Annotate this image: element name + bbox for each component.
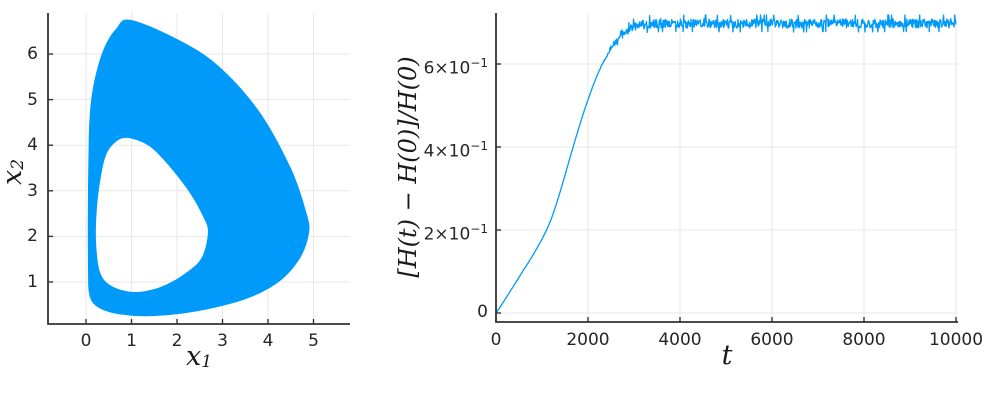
left-y-tick-label: 2 [27, 226, 38, 247]
left-y-tick-label: 1 [27, 272, 38, 292]
right-x-tick-label: 4000 [658, 330, 702, 350]
left-ylabel-base: x [0, 170, 28, 185]
left-x-tick-label: 3 [217, 331, 228, 351]
left-plot-ylabel: x2 [0, 112, 28, 232]
left-x-tick-label: 5 [308, 331, 319, 351]
left-xlabel-base: x [185, 340, 202, 372]
left-y-tick-label: 4 [27, 135, 38, 156]
left-y-tick-label: 5 [27, 89, 38, 110]
right-plot-xlabel: t [721, 339, 733, 371]
left-x-tick-label: 2 [171, 331, 183, 351]
left-x-tick-label: 4 [262, 331, 274, 351]
right-x-tick-label: 8000 [842, 330, 886, 350]
right-y-tick-label: 2×10−1 [423, 222, 488, 245]
right-plot-ylabel: [H(t) − H(0)]/H(0) [394, 56, 422, 278]
right-y-tick-label: 4×10−1 [423, 139, 488, 162]
left-y-tick-label: 3 [27, 180, 38, 201]
left-y-tick-label: 6 [27, 44, 38, 64]
right-x-tick-label: 6000 [750, 330, 794, 350]
right-plot-gridlines [496, 13, 958, 322]
left-ylabel-subscript: 2 [8, 158, 28, 170]
right-y-tick-label: 6×10−1 [423, 56, 488, 79]
left-x-tick-label: 1 [126, 331, 137, 351]
right-x-tick-label: 0 [490, 330, 502, 350]
right-y-tick-label: 0 [477, 302, 488, 322]
energy-error-curve [495, 14, 957, 314]
phase-portrait-band-area [87, 19, 310, 317]
left-xlabel-subscript: 1 [201, 352, 213, 372]
right-x-tick-label: 2000 [566, 330, 610, 350]
right-x-tick-label: 10000 [928, 330, 984, 350]
left-x-tick-label: 0 [80, 331, 92, 351]
right-plot-axes [495, 13, 958, 323]
left-plot-axes [47, 13, 350, 325]
